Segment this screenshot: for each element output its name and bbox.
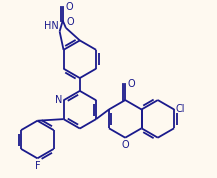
- Text: O: O: [66, 2, 73, 12]
- Text: F: F: [35, 161, 40, 171]
- Text: O: O: [67, 17, 74, 27]
- Text: HN: HN: [44, 21, 59, 31]
- Text: Cl: Cl: [176, 104, 185, 114]
- Text: N: N: [55, 95, 62, 105]
- Text: O: O: [128, 79, 136, 89]
- Text: O: O: [122, 140, 129, 150]
